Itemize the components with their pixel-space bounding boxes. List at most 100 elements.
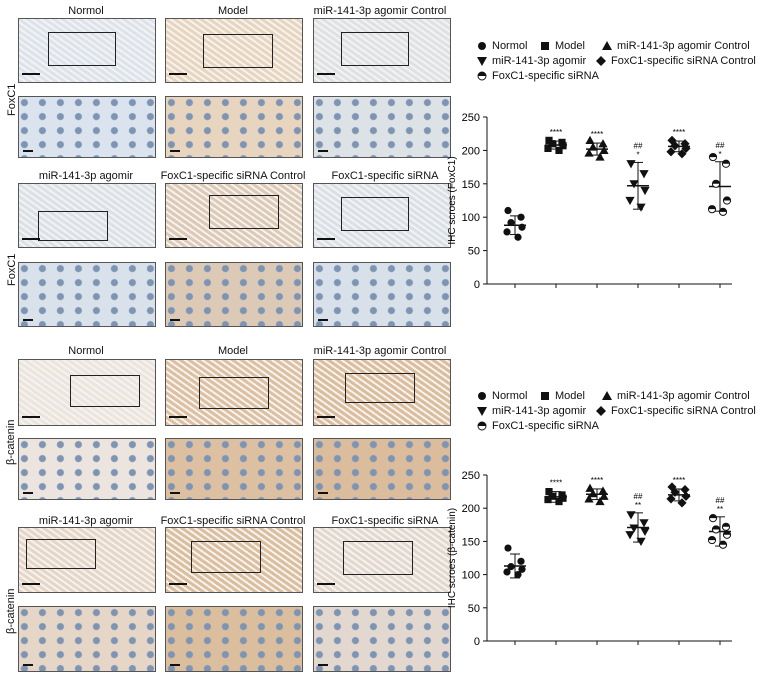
data-point [548,140,556,148]
data-point [595,152,605,161]
zoomed-micrograph [165,96,303,158]
scale-bar [318,150,328,152]
legend-label: miR-141-3p agomir [492,405,587,417]
scale-bar [23,492,33,494]
zoomed-micrograph [18,262,156,327]
overview-micrograph [313,527,451,593]
zoomed-micrograph [18,606,156,672]
legend-marker-icon [478,42,486,51]
overview-micrograph [313,18,451,83]
overview-micrograph [165,183,303,248]
scale-bar [317,583,335,585]
legend-label: FoxC1-specific siRNA Control [611,405,756,417]
legend-item: FoxC1-specific siRNA Control [595,55,756,68]
scale-bar [22,73,40,75]
y-tick-label: 150 [462,179,480,191]
significance-label: ## [634,141,643,150]
legend-marker-icon [541,392,549,401]
scale-bar [318,319,328,321]
data-point [681,143,691,153]
scale-bar [169,583,187,585]
legend-marker-icon [602,391,612,401]
scale-bar [170,150,180,152]
legend-item: miR-141-3p agomir Control [601,40,750,53]
data-point [598,139,608,148]
scale-bar [169,416,187,418]
legend-item: FoxC1-specific siRNA [476,420,599,433]
data-point [518,223,526,231]
overview-micrograph [18,527,156,593]
significance-label: ## [716,141,725,150]
panel-title: miR-141-3p agomir Control [313,5,447,17]
legend-marker-icon [477,71,487,81]
scale-bar [23,319,33,321]
zoom-region-box [341,197,409,231]
data-point [670,141,680,151]
data-point [588,142,598,151]
data-point [677,149,687,159]
zoom-region-box [341,32,409,66]
data-point [707,205,717,214]
legend-item: Normol [476,40,527,53]
scale-bar [170,664,180,666]
legend-item: Model [539,390,585,403]
legend-marker-icon [596,406,606,417]
zoom-region-box [343,541,413,575]
legend-marker-icon [478,392,486,401]
zoom-region-box [70,375,140,407]
zoomed-micrograph [165,262,303,327]
zoom-region-box [345,373,415,403]
scale-bar [317,73,335,75]
legend-item: Normol [476,390,527,403]
panel-title: FoxC1-specific siRNA Control [160,515,306,527]
legend-label: FoxC1-specific siRNA [492,420,599,432]
legend-marker-icon [596,56,606,67]
significance-label: * [636,150,639,159]
scale-bar [318,492,328,494]
zoom-region-box [191,541,261,573]
legend-label: Model [555,390,585,402]
zoomed-micrograph [313,438,451,500]
legend-label: Normol [492,40,528,52]
zoom-region-box [209,195,279,229]
scale-bar [318,664,328,666]
scale-bar [22,238,40,240]
data-point [640,186,650,196]
data-point [517,213,525,221]
y-tick-label: 0 [474,279,480,291]
scale-bar [169,238,187,240]
zoom-region-box [203,34,273,68]
legend-label: FoxC1-specific siRNA Control [611,55,756,67]
significance-label: **** [550,128,562,137]
data-point [639,170,649,179]
zoomed-micrograph [313,262,451,327]
y-tick-label: 100 [462,212,480,224]
data-point [708,152,718,162]
panel-title: Model [218,5,248,17]
data-point [599,145,609,154]
panel-title: FoxC1-specific siRNA [331,515,439,527]
legend-marker-icon [477,407,487,417]
scale-bar [170,319,180,321]
data-point [504,206,512,215]
zoom-region-box [38,211,108,241]
legend-label: miR-141-3p agomir [492,55,587,67]
zoom-region-box [26,539,96,569]
scale-bar [317,416,335,418]
data-point [514,233,522,241]
overview-micrograph [18,18,156,83]
legend-marker-icon [477,421,487,431]
legend-item: miR-141-3p agomir [476,55,586,68]
overview-micrograph [165,18,303,83]
data-point [503,228,511,236]
overview-micrograph [18,359,156,426]
overview-micrograph [165,527,303,593]
legend-marker-icon [477,57,487,67]
zoomed-micrograph [313,96,451,158]
significance-label: * [718,150,721,159]
y-tick-label: 250 [462,112,480,124]
data-point [636,203,646,212]
y-axis-label: IHC scroes (FoxC1) [447,156,458,244]
legend-label: miR-141-3p agomir Control [617,390,750,402]
y-tick-label: 200 [462,145,480,157]
